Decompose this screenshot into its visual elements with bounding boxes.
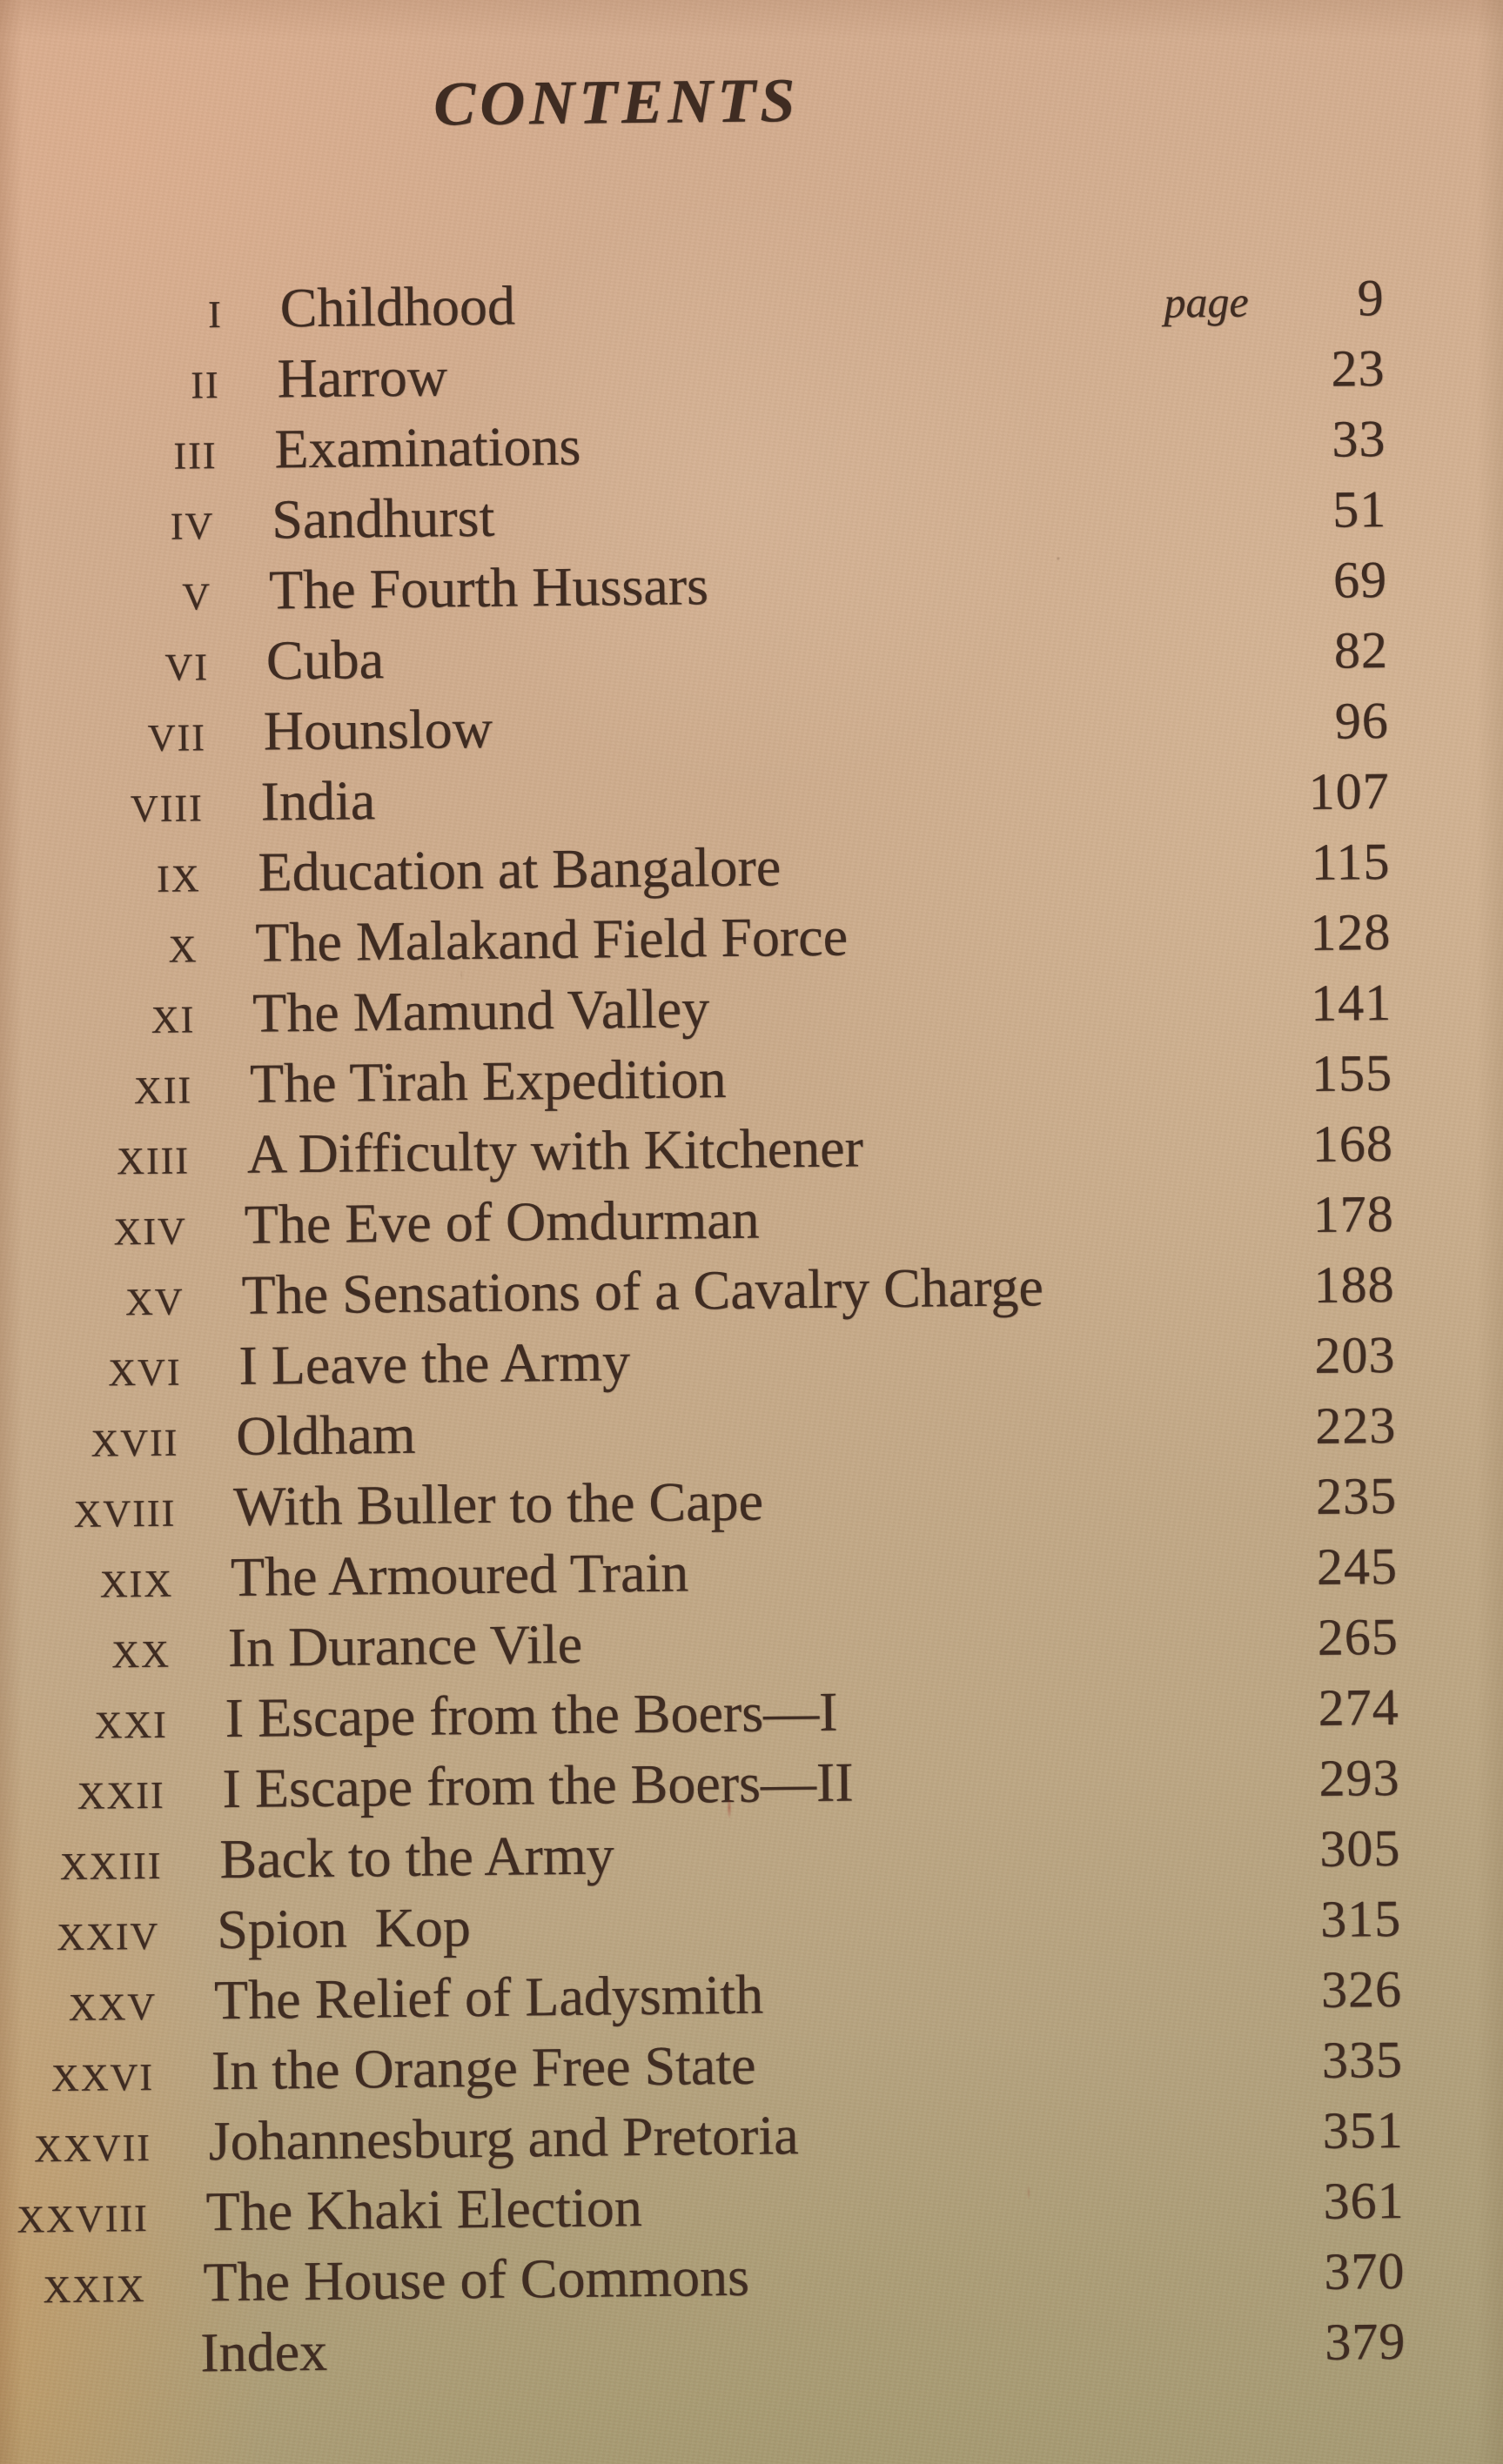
page-number: 203 xyxy=(1314,1325,1396,1384)
chapter-title: I Escape from the Boers—II xyxy=(222,1751,854,1820)
chapter-title: The Tirah Expedition xyxy=(249,1047,727,1115)
chapter-title: The Fourth Hussars xyxy=(268,554,709,621)
chapter-numeral: XXVIII xyxy=(17,2196,149,2241)
chapter-numeral: V xyxy=(182,575,212,619)
page-number: 33 xyxy=(1332,409,1386,468)
chapter-title: Examinations xyxy=(274,414,581,480)
chapter-numeral: VII xyxy=(147,716,207,760)
chapter-numeral: XVII xyxy=(91,1421,179,1465)
chapter-title: India xyxy=(260,769,376,833)
chapter-numeral: XXIII xyxy=(59,1844,163,1889)
toc-row-left: Index xyxy=(0,2307,1201,2390)
page-number: 23 xyxy=(1331,338,1386,398)
table-of-contents: I Childhood page 9 II Harrow 23 III Exam… xyxy=(17,261,1406,2389)
chapter-numeral: XIII xyxy=(116,1139,191,1183)
chapter-numeral: X xyxy=(168,927,198,971)
chapter-title: With Buller to the Cape xyxy=(232,1470,764,1537)
chapter-numeral: XV xyxy=(124,1280,185,1324)
page-number: 315 xyxy=(1319,1889,1402,1948)
page-number: 115 xyxy=(1311,832,1391,891)
page-number: 305 xyxy=(1318,1818,1401,1878)
page-number: 370 xyxy=(1324,2241,1406,2300)
page-number: 351 xyxy=(1322,2100,1405,2159)
chapter-title: Childhood xyxy=(279,274,516,339)
chapter-title: Harrow xyxy=(277,345,448,410)
page-number: 155 xyxy=(1311,1043,1393,1102)
chapter-title: The Relief of Ladysmith xyxy=(213,1963,764,2032)
chapter-numeral: XX xyxy=(111,1632,171,1677)
chapter-numeral: IX xyxy=(156,857,201,901)
chapter-numeral: III xyxy=(173,434,218,478)
page-number: 245 xyxy=(1316,1537,1399,1596)
page-number: 223 xyxy=(1314,1396,1397,1455)
page-label: page xyxy=(1164,277,1249,327)
chapter-numeral: IV xyxy=(170,505,215,548)
chapter-numeral xyxy=(0,2372,144,2374)
toc-row: Index 379 xyxy=(70,2305,1406,2389)
chapter-numeral: XXII xyxy=(77,1773,165,1818)
page-number: 96 xyxy=(1334,691,1390,750)
chapter-numeral: XXV xyxy=(68,1985,158,2029)
chapter-title: Back to the Army xyxy=(219,1824,614,1891)
chapter-numeral: XXVI xyxy=(50,2055,155,2100)
chapter-title: Hounslow xyxy=(263,697,493,762)
chapter-numeral: XVIII xyxy=(73,1491,177,1536)
chapter-title: Cuba xyxy=(265,628,385,692)
chapter-title: Education at Bangalore xyxy=(258,835,782,903)
page-number: 82 xyxy=(1333,620,1389,680)
chapter-title: In the Orange Free State xyxy=(211,2033,756,2102)
page-number: 361 xyxy=(1323,2171,1405,2230)
page-number: 235 xyxy=(1315,1466,1398,1525)
chapter-title: Sandhurst xyxy=(271,485,495,551)
chapter-title: The Armoured Train xyxy=(230,1541,689,1608)
chapter-numeral: VIII xyxy=(130,787,204,831)
chapter-numeral: I xyxy=(207,292,224,337)
page-number: 274 xyxy=(1318,1677,1399,1737)
page-title: CONTENTS xyxy=(433,65,800,139)
page-number: 293 xyxy=(1318,1748,1400,1807)
page-number: 128 xyxy=(1309,902,1392,961)
chapter-numeral: XIX xyxy=(99,1562,174,1606)
page-number: 69 xyxy=(1332,550,1388,609)
chapter-title: The Khaki Election xyxy=(205,2176,643,2243)
chapter-title: Index xyxy=(199,2320,328,2384)
chapter-numeral: XIV xyxy=(113,1209,188,1254)
chapter-title: The House of Commons xyxy=(203,2245,750,2313)
page-number: 178 xyxy=(1312,1184,1395,1243)
chapter-numeral: XVI xyxy=(108,1350,182,1395)
page-number: 379 xyxy=(1324,2312,1406,2371)
chapter-title: I Leave the Army xyxy=(238,1330,631,1396)
chapter-numeral: XXIV xyxy=(57,1914,160,1959)
chapter-title: A Difficulty with Kitchener xyxy=(246,1116,864,1185)
page-number: 51 xyxy=(1332,479,1387,539)
page-number: 168 xyxy=(1312,1114,1394,1173)
chapter-numeral: XI xyxy=(151,998,196,1041)
chapter-numeral: VI xyxy=(164,646,210,689)
page-number: 141 xyxy=(1310,973,1392,1032)
chapter-numeral: XII xyxy=(133,1068,193,1113)
toc-row: XXVIII The Khaki Election 361 xyxy=(17,2164,1405,2248)
chapter-numeral: XXVII xyxy=(33,2126,152,2171)
chapter-title: The Eve of Omdurman xyxy=(244,1188,760,1255)
page-number: 335 xyxy=(1321,2030,1404,2089)
page-number: 107 xyxy=(1308,761,1390,820)
chapter-numeral: XXIX xyxy=(43,2267,146,2312)
chapter-numeral: XXI xyxy=(94,1703,169,1747)
chapter-title: Oldham xyxy=(235,1403,416,1467)
chapter-title: In Durance Vile xyxy=(227,1612,583,1678)
chapter-title: The Malakand Field Force xyxy=(254,905,849,974)
chapter-title: Johannesburg and Pretoria xyxy=(208,2104,799,2173)
chapter-numeral: II xyxy=(191,364,220,407)
chapter-title: The Sensations of a Cavalry Charge xyxy=(241,1255,1044,1326)
chapter-title: Spion Kop xyxy=(216,1896,472,1961)
page-number: 9 xyxy=(1357,268,1386,327)
chapter-title: I Escape from the Boers—I xyxy=(225,1680,838,1750)
page-number: 188 xyxy=(1313,1255,1395,1314)
page-number: 326 xyxy=(1320,1959,1403,2019)
chapter-title: The Mamund Valley xyxy=(252,977,710,1044)
page-number: 265 xyxy=(1317,1607,1399,1666)
